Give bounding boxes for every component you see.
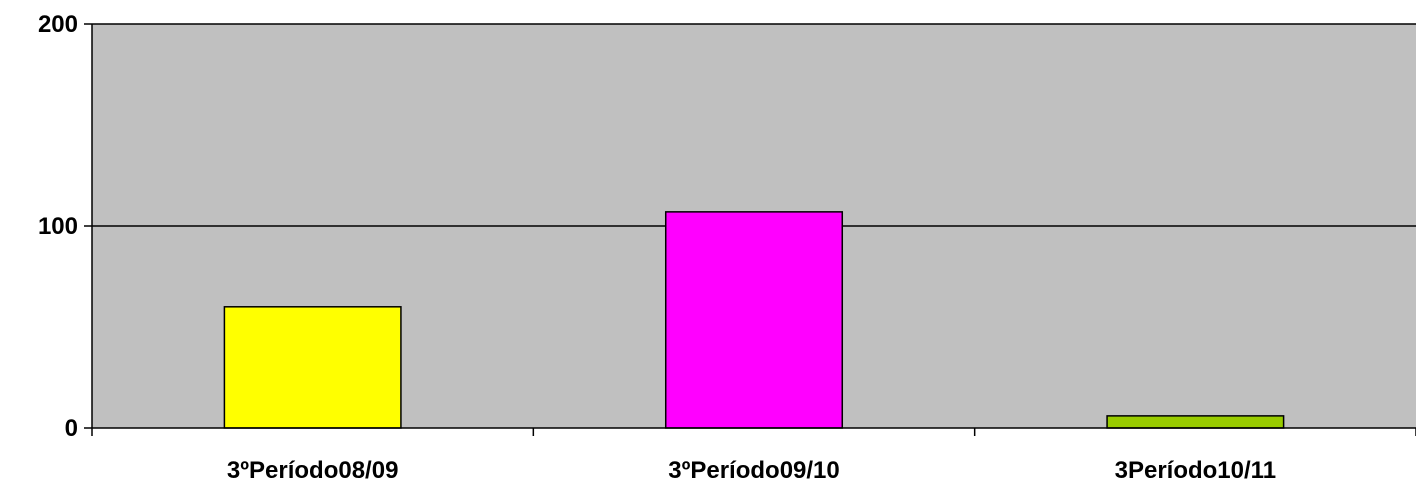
bar-2 — [664, 211, 844, 429]
x-category-label: 3ºPeríodo09/10 — [668, 457, 840, 484]
x-axis-labels: 3ºPeríodo08/09 3ºPeríodo09/10 3Período10/1… — [227, 457, 1276, 484]
y-tick-label: 0 — [65, 415, 78, 442]
x-category-label: 3ºPeríodo08/09 — [227, 457, 399, 484]
bar-3 — [1106, 415, 1285, 429]
y-axis-ticks: 0 100 200 — [38, 11, 92, 442]
bar-1 — [223, 306, 402, 429]
y-tick-label: 200 — [38, 11, 78, 38]
bars — [223, 211, 1285, 429]
x-category-label: 3Período10/11 — [1115, 457, 1276, 484]
y-tick-label: 100 — [38, 213, 78, 240]
